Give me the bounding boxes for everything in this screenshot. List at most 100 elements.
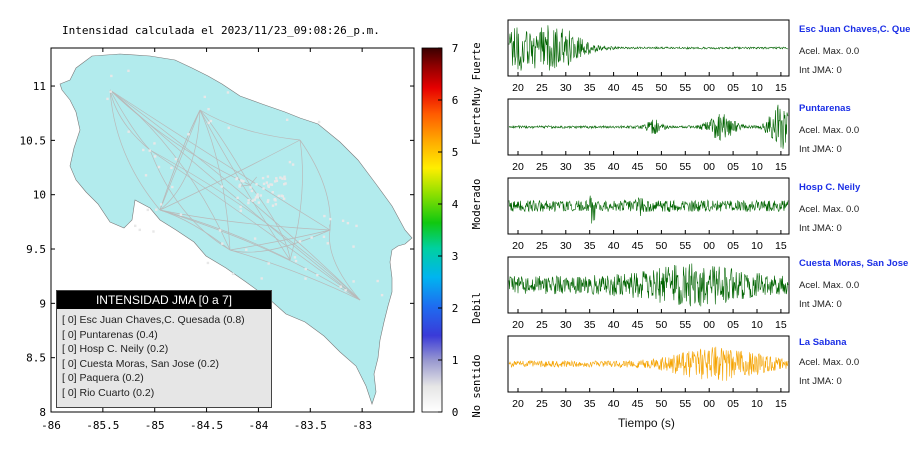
intensity-legend: INTENSIDAD JMA [0 a 7] [ 0] Esc Juan Cha… xyxy=(56,290,272,408)
city-dot xyxy=(344,289,347,292)
city-dot xyxy=(236,196,239,199)
road xyxy=(109,89,151,151)
colorbar-category-label: Moderado xyxy=(471,179,483,230)
time-tick-label: 45 xyxy=(632,240,644,252)
station-name: Cuesta Moras, San Jose xyxy=(799,258,909,269)
city-dot xyxy=(283,175,286,178)
colorbar-category-label: Debil xyxy=(471,292,483,324)
city-dot xyxy=(260,277,263,280)
city-dot xyxy=(266,200,270,204)
colorbar: 0 1 2 3 4 5 6 7 No sentido Debil Moderado Fuerte Mu… xyxy=(421,42,483,419)
map-y-axis: 11 10.5 10 9.5 9 8.5 8 xyxy=(20,80,414,419)
city-dot xyxy=(275,179,279,183)
colorbar-tick-label: 0 xyxy=(452,406,459,419)
city-dot xyxy=(355,224,358,228)
road xyxy=(299,139,331,231)
time-tick-label: 10 xyxy=(751,319,763,331)
station-intensity: Int JMA: 0 xyxy=(799,65,842,76)
waveform-trace xyxy=(508,104,789,149)
city-dot xyxy=(253,237,257,240)
city-dot xyxy=(259,194,263,197)
road xyxy=(159,109,201,211)
station-intensity: Int JMA: 0 xyxy=(799,144,842,155)
legend-list: [ 0] Esc Juan Chaves,C. Quesada (0.8) [ … xyxy=(57,309,271,401)
time-tick-label: 20 xyxy=(512,319,524,331)
city-dot xyxy=(251,199,254,202)
city-dot xyxy=(179,213,183,216)
legend-item: [ 0] Rio Cuarto (0.2) xyxy=(62,386,155,399)
waveform-trace xyxy=(508,346,789,381)
map-x-tick-label: -83 xyxy=(352,419,372,432)
road xyxy=(199,109,301,141)
city-dot xyxy=(265,181,269,184)
time-tick-label: 00 xyxy=(703,240,715,252)
time-tick-label: 50 xyxy=(656,82,668,94)
city-dot xyxy=(267,185,271,189)
city-dot xyxy=(283,183,286,186)
city-dot xyxy=(376,279,379,283)
road xyxy=(109,89,331,231)
city-dot xyxy=(267,184,270,187)
city-dot xyxy=(274,203,278,206)
time-tick-label: 45 xyxy=(632,319,644,331)
time-tick-label: 35 xyxy=(584,398,596,410)
time-tick-label: 45 xyxy=(632,82,644,94)
waveform-panel: 20 25 30 35 40 45 50 55 00 05 10 15 xyxy=(507,19,790,94)
time-tick-label: 25 xyxy=(536,82,548,94)
city-dot xyxy=(153,155,157,158)
city-dot xyxy=(352,280,355,283)
time-tick-label: 15 xyxy=(775,398,787,410)
legend-item: [ 0] Puntarenas (0.4) xyxy=(62,328,158,341)
city-dot xyxy=(238,183,242,187)
map-x-tick-label: -84 xyxy=(248,419,268,432)
city-dot xyxy=(339,285,342,288)
time-tick-label: 35 xyxy=(584,161,596,173)
time-tick-label: 20 xyxy=(512,82,524,94)
city-dot xyxy=(155,208,158,211)
time-tick-label: 50 xyxy=(656,161,668,173)
time-tick-label: 15 xyxy=(775,319,787,331)
city-dot xyxy=(127,69,130,73)
city-dot xyxy=(256,194,259,198)
legend-title: INTENSIDAD JMA [0 a 7] xyxy=(57,291,271,309)
city-dot xyxy=(294,259,298,263)
road xyxy=(109,89,151,151)
city-dot xyxy=(322,235,326,238)
time-tick-label: 30 xyxy=(560,319,572,331)
colorbar-category-label: Fuerte xyxy=(471,107,483,145)
city-dot xyxy=(247,201,250,205)
time-tick-label: 05 xyxy=(727,319,739,331)
city-dot xyxy=(247,199,250,202)
city-dot xyxy=(256,193,259,196)
time-tick-label: 25 xyxy=(536,161,548,173)
legend-item: [ 0] Hosp C. Neily (0.2) xyxy=(62,343,169,356)
legend-item: [ 0] Paquera (0.2) xyxy=(62,372,144,385)
city-dot xyxy=(284,182,287,185)
time-tick-label: 00 xyxy=(703,319,715,331)
time-tick-label: 20 xyxy=(512,161,524,173)
time-tick-label: 35 xyxy=(584,240,596,252)
time-tick-label: 05 xyxy=(727,398,739,410)
time-tick-label: 20 xyxy=(512,398,524,410)
map-x-tick-label: -85.5 xyxy=(86,419,119,432)
city-dot xyxy=(138,228,141,232)
map-x-axis: -86 -85.5 -85 -84.5 -84 -83.5 -83 xyxy=(41,48,372,432)
city-dot xyxy=(127,130,130,133)
time-tick-label: 10 xyxy=(751,240,763,252)
waveform-trace xyxy=(508,263,789,307)
station-name: Puntarenas xyxy=(799,103,851,114)
time-tick-label: 25 xyxy=(536,319,548,331)
road xyxy=(229,229,331,251)
time-tick-label: 15 xyxy=(775,240,787,252)
city-dot xyxy=(317,120,321,124)
city-dot xyxy=(231,272,235,276)
city-dot xyxy=(291,163,295,166)
costa-rica-land xyxy=(59,53,413,405)
city-dot xyxy=(250,189,254,193)
city-dot xyxy=(262,187,265,190)
city-dot xyxy=(270,183,274,186)
road xyxy=(199,109,291,261)
time-tick-label: 05 xyxy=(727,161,739,173)
map-y-tick-label: 10.5 xyxy=(20,134,47,147)
